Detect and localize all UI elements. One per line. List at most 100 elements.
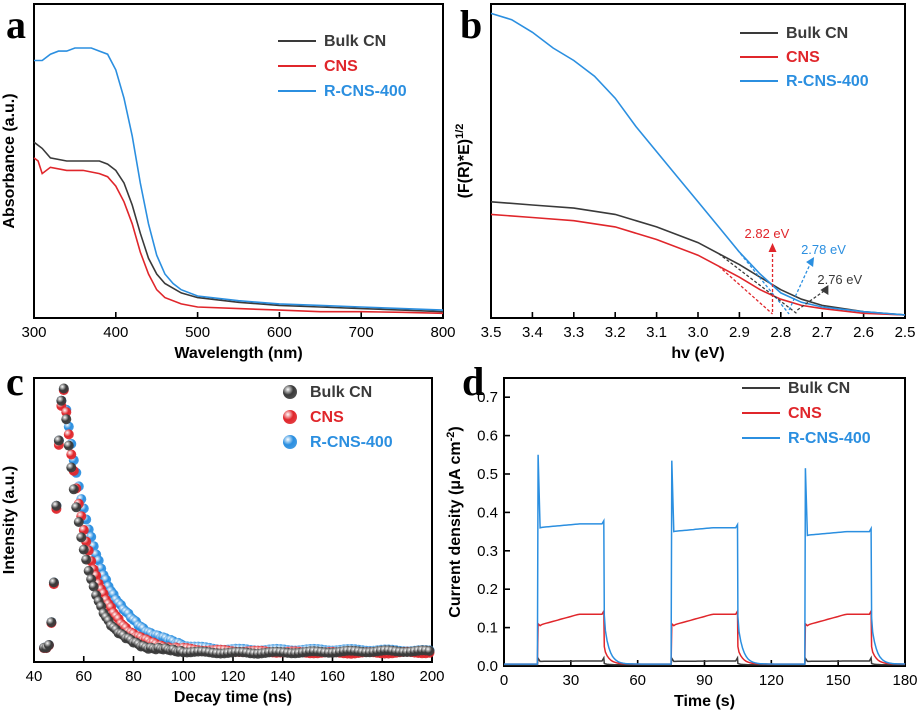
x-tick-label: 80 [125, 668, 142, 685]
x-tick-label: 200 [419, 668, 444, 685]
tangent-line [718, 253, 798, 315]
panel-c: c 40 60 80 100 120 140 160 180 200 Decay time (ns… [1, 359, 445, 706]
x-tick-label: 3.4 [522, 324, 543, 341]
data-point [58, 383, 69, 394]
panel-d: d 0 30 60 90 120 150 180 Time (s) 0.0 0.1 0.2 0.3 0.… [445, 359, 918, 710]
data-point [66, 449, 77, 460]
data-point [53, 435, 64, 446]
annotation-arrowhead [806, 257, 815, 267]
series-line-bulk-cn [490, 201, 906, 316]
x-tick-label: 120 [759, 672, 784, 689]
y-axis-label: (F(R)*E)1/2 [454, 124, 473, 199]
annotation-arrow [796, 289, 826, 311]
data-point [63, 440, 74, 451]
x-axis-label: Decay time (ns) [174, 689, 292, 706]
data-point [66, 462, 77, 473]
plot-frame [490, 3, 906, 319]
data-point [78, 544, 89, 555]
x-tick-label: 800 [430, 324, 455, 341]
data-point [76, 532, 87, 543]
series-line-bulk-cn [33, 141, 444, 313]
x-tick-label: 3.1 [646, 324, 667, 341]
legend-label: Bulk CN [310, 384, 372, 401]
y-tick-label: 0.6 [477, 428, 498, 445]
panel-b-label: b [460, 2, 482, 47]
annotation-arrow [788, 261, 812, 311]
y-axis-label: Current density (μA cm-2) [445, 426, 464, 617]
legend-marker [283, 385, 297, 399]
legend-marker [283, 435, 297, 449]
x-axis-label: hv (eV) [671, 345, 724, 362]
x-axis-label: Wavelength (nm) [174, 345, 302, 362]
x-tick-label: 100 [171, 668, 196, 685]
tangent-line [730, 241, 790, 315]
x-axis-label: Time (s) [674, 693, 735, 710]
legend-label: Bulk CN [788, 380, 850, 397]
x-tick-label: 2.6 [853, 324, 874, 341]
plot-frame [33, 3, 444, 319]
data-point [73, 517, 84, 527]
data-point [51, 500, 62, 511]
series-line-bulk-cn [504, 655, 905, 666]
series-line-cns [33, 157, 444, 315]
x-tick-label: 2.5 [895, 324, 916, 341]
legend-label: R-CNS-400 [310, 434, 393, 451]
x-tick-label: 300 [21, 324, 46, 341]
legend-label: CNS [324, 58, 358, 75]
y-tick-label: 0.2 [477, 581, 498, 598]
legend-label: R-CNS-400 [786, 73, 869, 90]
legend-label: Bulk CN [786, 25, 848, 42]
x-tick-label: 2.9 [729, 324, 750, 341]
x-tick-label: 500 [185, 324, 210, 341]
x-tick-label: 180 [370, 668, 395, 685]
x-tick-label: 3.5 [481, 324, 502, 341]
tangent-line [718, 265, 773, 315]
x-tick-label: 0 [500, 672, 508, 689]
legend-label: R-CNS-400 [324, 83, 407, 100]
y-axis-label: Intensity (a.u.) [1, 466, 18, 574]
annotation-label: 2.76 eV [817, 272, 862, 287]
legend-label: CNS [786, 49, 820, 66]
plot-frame [503, 377, 906, 667]
panel-a: a 300 400 500 600 700 800 Wavelength (nm) Absor… [1, 2, 456, 362]
x-tick-label: 180 [892, 672, 917, 689]
data-point [424, 645, 435, 656]
y-tick-label: 0.3 [477, 543, 498, 560]
series-line-cns [490, 213, 906, 316]
x-tick-label: 2.8 [770, 324, 791, 341]
y-tick-label: 0.4 [477, 504, 498, 521]
y-tick-label: 0.0 [477, 658, 498, 675]
x-tick-label: 60 [75, 668, 92, 685]
panel-b: b 3.5 3.4 3.3 3.2 3.1 3.0 2.9 2.8 2.7 2.6 2.5 hv (e… [454, 2, 915, 362]
legend-label: R-CNS-400 [788, 430, 871, 447]
panel-c-label: c [6, 359, 24, 404]
x-tick-label: 120 [220, 668, 245, 685]
data-point [71, 502, 82, 513]
x-tick-label: 40 [26, 668, 43, 685]
data-point [56, 395, 67, 406]
annotation-label: 2.82 eV [745, 226, 790, 241]
legend-label: CNS [788, 405, 822, 422]
x-tick-label: 3.3 [563, 324, 584, 341]
data-point [88, 581, 99, 592]
annotation-arrowhead [820, 285, 829, 295]
x-tick-label: 400 [103, 324, 128, 341]
annotation-arrowhead [768, 243, 777, 252]
x-tick-label: 150 [826, 672, 851, 689]
data-point [63, 429, 74, 440]
y-axis-label: Absorbance (a.u.) [1, 93, 18, 228]
y-tick-label: 0.1 [477, 620, 498, 637]
data-point [81, 554, 92, 565]
series-line-cns [504, 608, 905, 665]
x-tick-label: 60 [629, 672, 646, 689]
series-line-r-cns-400 [490, 12, 906, 316]
legend-label: CNS [310, 409, 344, 426]
data-point [46, 617, 57, 628]
x-tick-label: 90 [696, 672, 713, 689]
x-tick-label: 3.0 [688, 324, 709, 341]
legend-marker [283, 410, 297, 424]
x-tick-label: 700 [349, 324, 374, 341]
x-tick-label: 3.2 [605, 324, 626, 341]
series-line-r-cns-400 [34, 47, 444, 311]
x-tick-label: 2.7 [812, 324, 833, 341]
